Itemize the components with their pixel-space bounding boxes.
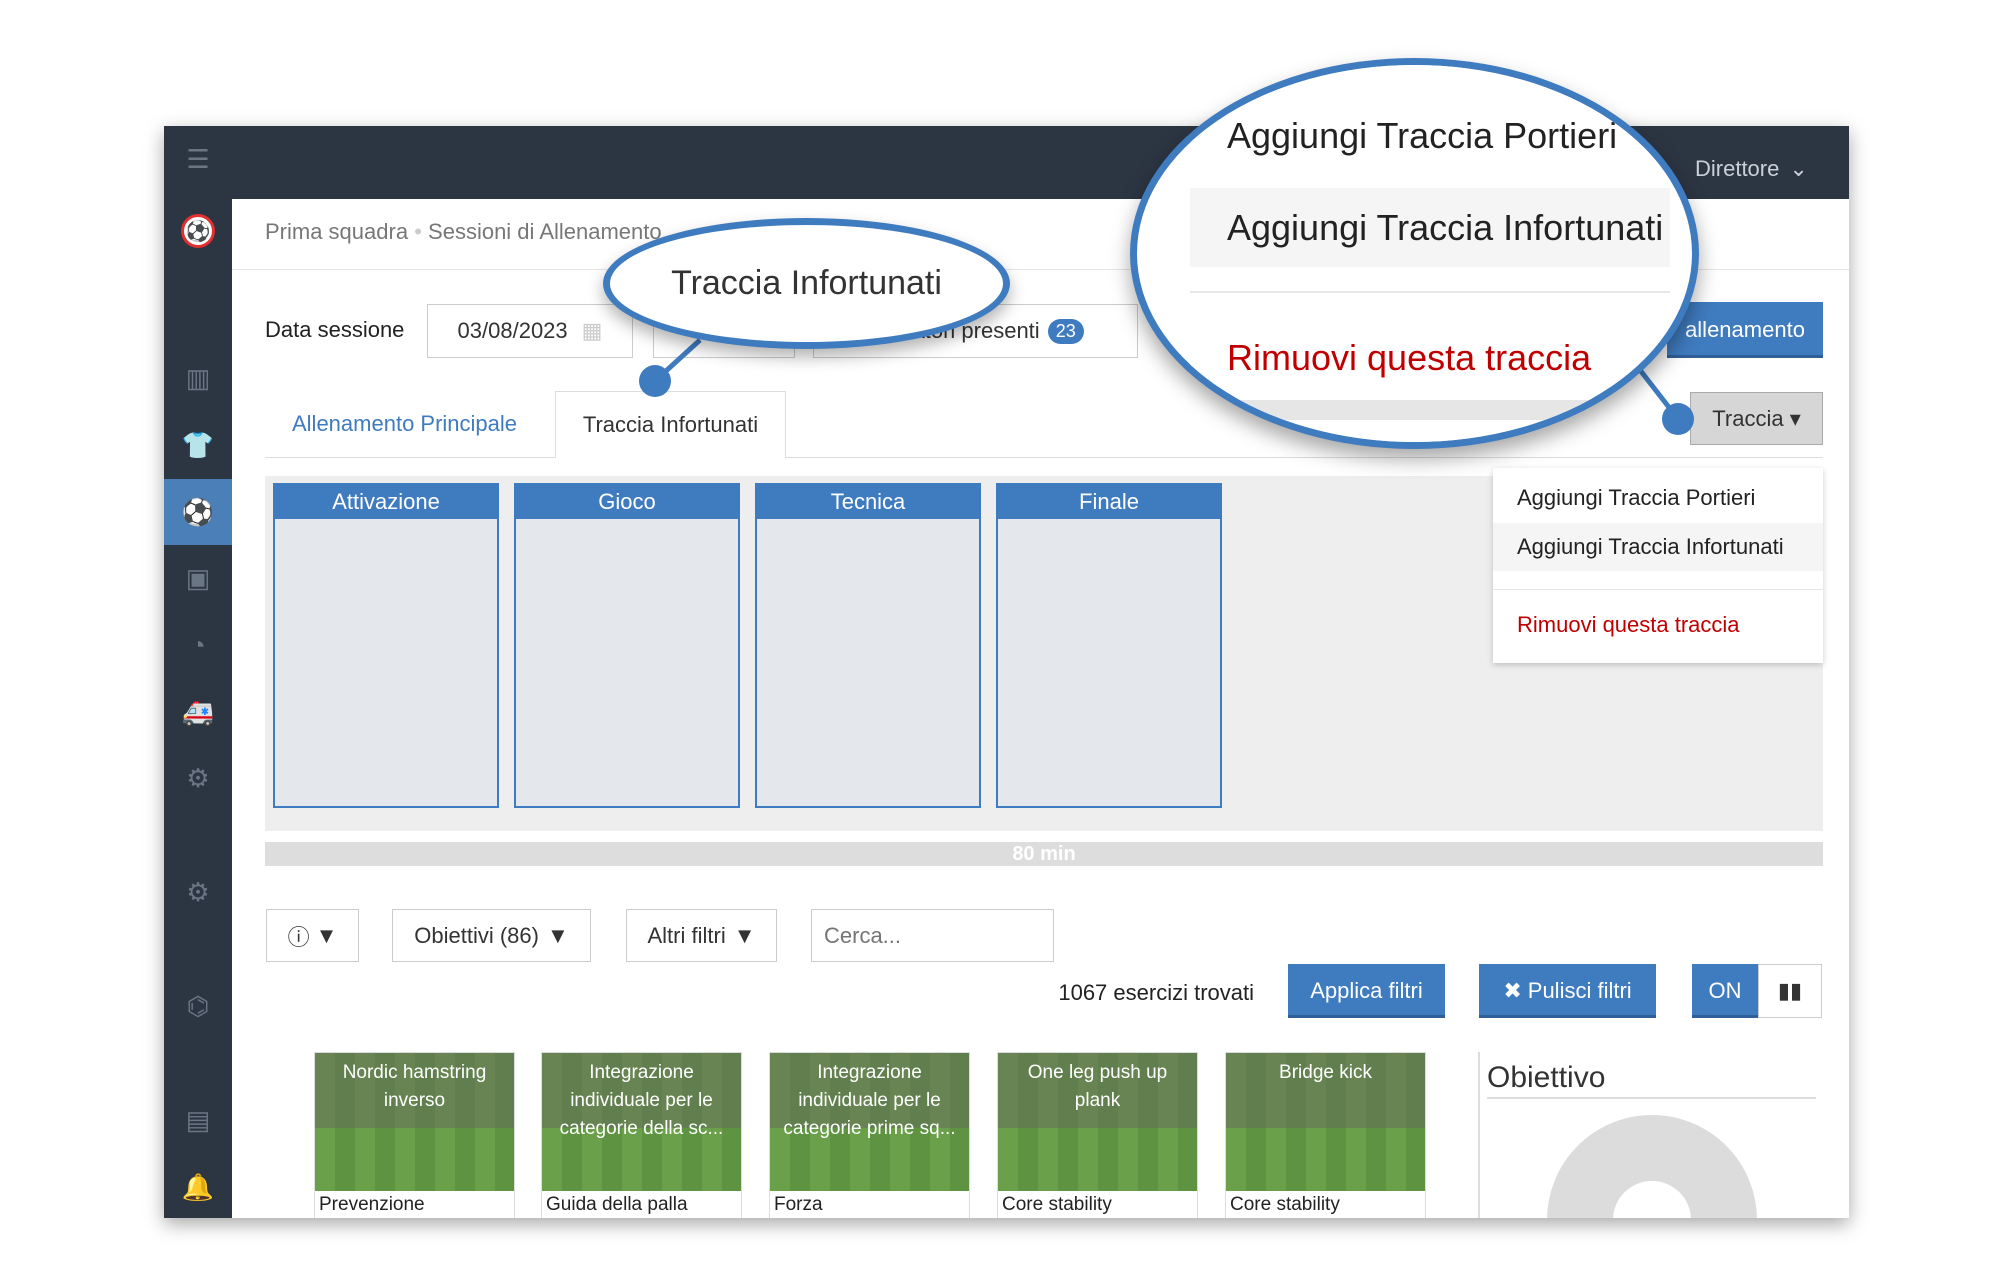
column-gioco[interactable]: Gioco bbox=[514, 483, 740, 808]
clear-filters-button[interactable]: ✖ Pulisci filtri bbox=[1479, 964, 1656, 1018]
column-header: Tecnica bbox=[757, 485, 979, 519]
date-value: 03/08/2023 bbox=[457, 318, 568, 343]
menu-divider bbox=[1493, 589, 1823, 590]
user-name: Direttore bbox=[1695, 156, 1780, 181]
zoom-callout-menu: Aggiungi Traccia Portieri Aggiungi Tracc… bbox=[1130, 58, 1699, 449]
exercise-card[interactable]: One leg push up plank Core stability bbox=[997, 1052, 1198, 1218]
breadcrumb-item[interactable]: Sessioni di Allenamento bbox=[428, 219, 662, 244]
tab-allenamento-principale[interactable]: Allenamento Principale bbox=[292, 411, 518, 436]
column-attivazione[interactable]: Attivazione bbox=[273, 483, 499, 808]
date-label: Data sessione bbox=[265, 317, 405, 342]
panel-divider bbox=[1478, 1052, 1480, 1218]
exercise-card[interactable]: Integrazione individuale per le categori… bbox=[769, 1052, 970, 1218]
callout-menu-item: Aggiungi Traccia Infortunati bbox=[1190, 188, 1670, 267]
traccia-dropdown-menu: Aggiungi Traccia Portieri Aggiungi Tracc… bbox=[1493, 468, 1823, 663]
gear-icon[interactable]: ⚙ bbox=[186, 762, 210, 793]
column-header: Attivazione bbox=[275, 485, 497, 519]
results-count: 1067 esercizi trovati bbox=[1058, 980, 1254, 1005]
objective-panel-title: Obiettivo bbox=[1487, 1061, 1606, 1094]
caret-down-icon: ▼ bbox=[546, 922, 569, 948]
divider bbox=[232, 269, 1849, 270]
training-icon[interactable]: ⚽ bbox=[164, 479, 232, 545]
divider bbox=[1190, 400, 1670, 420]
info-icon: ⓘ bbox=[287, 924, 310, 950]
column-header: Finale bbox=[998, 485, 1220, 519]
exercise-category: Guida della palla bbox=[546, 1194, 688, 1215]
binoculars-icon[interactable]: ⌬ bbox=[186, 990, 210, 1021]
exercise-category: Core stability bbox=[1230, 1194, 1340, 1215]
breadcrumb-item[interactable]: Prima squadra bbox=[265, 219, 409, 244]
jersey-icon[interactable]: 👕 bbox=[181, 429, 215, 460]
exercise-title: Nordic hamstring inverso bbox=[315, 1053, 514, 1128]
exercise-title: One leg push up plank bbox=[998, 1053, 1197, 1128]
exercise-title: Integrazione individuale per le categori… bbox=[542, 1053, 741, 1139]
clear-label: Pulisci filtri bbox=[1527, 978, 1632, 1003]
exercise-category: Forza bbox=[774, 1194, 823, 1215]
gear-icon[interactable]: ⚙ bbox=[186, 876, 210, 907]
sidebar bbox=[164, 199, 232, 1218]
bell-icon[interactable]: 🔔 bbox=[181, 1171, 215, 1202]
exercise-card[interactable]: Bridge kick Core stability bbox=[1225, 1052, 1426, 1218]
exercise-title: Bridge kick bbox=[1226, 1053, 1425, 1128]
column-tecnica[interactable]: Tecnica bbox=[755, 483, 981, 808]
tab-traccia-infortunati[interactable]: Traccia Infortunati bbox=[555, 391, 786, 458]
traccia-label: Traccia bbox=[1712, 405, 1784, 431]
menu-item-add-infortunati[interactable]: Aggiungi Traccia Infortunati bbox=[1493, 523, 1823, 571]
menu-icon[interactable]: ☰ bbox=[186, 143, 210, 174]
info-filter-button[interactable]: ⓘ ▼ bbox=[266, 909, 359, 962]
divider bbox=[1190, 291, 1670, 293]
tactics-board-icon[interactable]: ▣ bbox=[185, 562, 211, 593]
duration-bar: 80 min bbox=[265, 842, 1823, 866]
clipboard-icon[interactable]: ▤ bbox=[185, 1104, 211, 1135]
other-filters-label: Altri filtri bbox=[647, 922, 726, 948]
column-finale[interactable]: Finale bbox=[996, 483, 1222, 808]
speedometer-icon[interactable]: ◔ bbox=[190, 629, 206, 660]
stats-icon[interactable]: ▥ bbox=[185, 362, 211, 393]
other-filters-button[interactable]: Altri filtri ▼ bbox=[626, 909, 777, 962]
bar-chart-icon[interactable]: ▮▮ bbox=[1758, 964, 1822, 1018]
search-input[interactable] bbox=[811, 909, 1054, 962]
column-header: Gioco bbox=[516, 485, 738, 519]
apply-filters-button[interactable]: Applica filtri bbox=[1288, 964, 1445, 1018]
logo[interactable]: ⚽ bbox=[164, 198, 232, 264]
players-count-badge: 23 bbox=[1047, 318, 1084, 344]
calendar-icon: ▦ bbox=[581, 318, 603, 343]
exercise-card[interactable]: Integrazione individuale per le categori… bbox=[541, 1052, 742, 1218]
exercise-card[interactable]: Nordic hamstring inverso Prevenzione bbox=[314, 1052, 515, 1218]
toggle-on-button[interactable]: ON bbox=[1692, 964, 1758, 1018]
date-input[interactable]: 03/08/2023 ▦ bbox=[427, 304, 633, 358]
callout-menu-item: Rimuovi questa traccia bbox=[1227, 337, 1592, 378]
exercise-category: Prevenzione bbox=[319, 1194, 425, 1215]
zoom-callout-tab: Traccia Infortunati bbox=[603, 218, 1010, 349]
tabs-line bbox=[265, 457, 1823, 458]
caret-down-icon: ▼ bbox=[315, 922, 338, 948]
save-training-button[interactable]: allenamento bbox=[1667, 302, 1823, 358]
divider bbox=[1487, 1097, 1816, 1099]
close-icon: ✖ bbox=[1503, 978, 1522, 1003]
exercise-category: Core stability bbox=[1002, 1194, 1112, 1215]
menu-item-remove-traccia[interactable]: Rimuovi questa traccia bbox=[1517, 612, 1740, 637]
ambulance-icon[interactable]: 🚑 bbox=[181, 696, 215, 727]
callout-menu-item: Aggiungi Traccia Portieri bbox=[1227, 115, 1618, 156]
objectives-filter-button[interactable]: Obiettivi (86) ▼ bbox=[392, 909, 591, 962]
traccia-dropdown-button[interactable]: Traccia ▾ bbox=[1690, 392, 1823, 445]
chevron-down-icon: ⌄ bbox=[1789, 156, 1808, 181]
breadcrumb: Prima squadra • Sessioni di Allenamento bbox=[265, 219, 662, 244]
objectives-label: Obiettivi (86) bbox=[414, 922, 539, 948]
exercise-title: Integrazione individuale per le categori… bbox=[770, 1053, 969, 1139]
menu-item-add-portieri[interactable]: Aggiungi Traccia Portieri bbox=[1517, 485, 1756, 510]
caret-down-icon: ▼ bbox=[733, 922, 756, 948]
user-menu[interactable]: Direttore ⌄ bbox=[1695, 156, 1808, 182]
